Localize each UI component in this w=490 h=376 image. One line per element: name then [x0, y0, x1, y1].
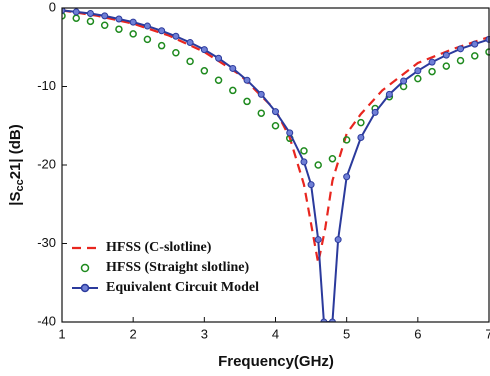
- legend-label: HFSS (Straight slotline): [106, 260, 249, 275]
- data-point: [272, 108, 279, 116]
- x-tick-label: 7: [485, 326, 490, 341]
- data-point: [442, 51, 450, 59]
- x-tick-label: 5: [343, 326, 350, 341]
- data-point: [72, 8, 80, 16]
- x-tick-label: 4: [272, 326, 279, 341]
- data-point: [115, 25, 123, 33]
- data-point: [186, 57, 194, 66]
- data-point: [86, 17, 95, 26]
- y-tick-label: -30: [37, 235, 56, 250]
- data-point: [100, 21, 109, 30]
- legend-marker: [80, 263, 90, 273]
- data-point: [471, 52, 479, 60]
- data-point: [457, 45, 465, 53]
- data-point: [172, 48, 180, 57]
- data-point: [200, 46, 208, 54]
- x-tick-label: 2: [130, 326, 137, 341]
- data-point: [172, 32, 180, 40]
- y-axis-label: |Scc21| (dB): [7, 124, 26, 206]
- data-point: [442, 62, 451, 70]
- data-point: [343, 173, 351, 181]
- data-point: [62, 12, 66, 20]
- y-tick-label: 0: [49, 0, 56, 14]
- data-point: [62, 8, 66, 14]
- data-point: [115, 15, 123, 23]
- data-point: [300, 147, 308, 155]
- series-line: [62, 9, 490, 264]
- y-tick-label: -20: [37, 156, 56, 171]
- data-point: [215, 54, 223, 62]
- data-point: [307, 181, 315, 189]
- data-point: [286, 129, 294, 137]
- series-line: [62, 9, 490, 322]
- data-point: [186, 39, 194, 47]
- y-label-main: |S: [7, 192, 24, 206]
- data-point: [342, 136, 351, 144]
- data-point: [101, 12, 109, 20]
- legend-label: Equivalent Circuit Model: [106, 280, 259, 295]
- data-point: [157, 41, 166, 50]
- data-point: [314, 161, 322, 169]
- data-point: [214, 76, 223, 84]
- data-point: [334, 236, 342, 244]
- data-point: [129, 18, 137, 26]
- data-point: [471, 40, 479, 48]
- data-point: [328, 318, 336, 322]
- data-point: [414, 74, 422, 83]
- y-label-rest: 21| (dB): [7, 124, 24, 179]
- data-point: [428, 58, 436, 66]
- data-point: [129, 30, 137, 38]
- data-point: [357, 134, 365, 142]
- data-point: [143, 35, 152, 44]
- data-point: [320, 318, 328, 322]
- x-axis-label: Frequency(GHz): [218, 353, 334, 370]
- data-point: [414, 67, 422, 75]
- data-point: [456, 56, 465, 65]
- data-point: [271, 122, 280, 130]
- data-point: [257, 90, 265, 98]
- legend-marker: [80, 283, 90, 293]
- data-point: [300, 158, 308, 166]
- x-tick-label: 3: [201, 326, 208, 341]
- data-point: [229, 86, 237, 95]
- y-tick-label: -10: [37, 78, 56, 93]
- data-point: [257, 109, 266, 117]
- data-point: [428, 67, 436, 76]
- legend-label: HFSS (C-slotline): [106, 240, 212, 255]
- data-point: [143, 22, 151, 30]
- y-tick-label: -40: [37, 313, 56, 328]
- data-point: [328, 154, 337, 163]
- data-point: [385, 90, 393, 98]
- y-label-sub: cc: [14, 179, 26, 191]
- data-point: [314, 236, 322, 244]
- data-point: [229, 64, 237, 72]
- data-point: [357, 118, 365, 127]
- data-point: [72, 14, 80, 22]
- x-tick-label: 6: [414, 326, 421, 341]
- data-point: [243, 97, 251, 106]
- data-point: [400, 77, 408, 85]
- data-point: [200, 67, 209, 75]
- data-point: [158, 27, 166, 35]
- data-point: [371, 108, 379, 116]
- data-point: [86, 9, 94, 17]
- x-tick-label: 1: [58, 326, 65, 341]
- plot-area: [62, 8, 490, 322]
- data-point: [243, 76, 251, 84]
